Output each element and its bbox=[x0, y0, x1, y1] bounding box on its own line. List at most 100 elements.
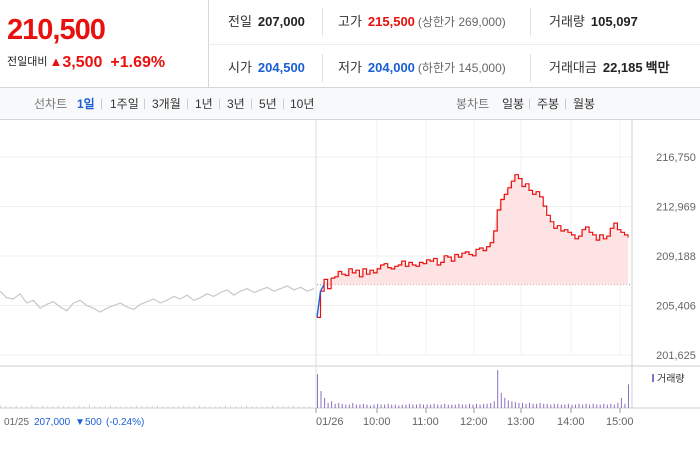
volume-bar bbox=[589, 404, 591, 408]
tab-1year[interactable]: 1년 bbox=[195, 97, 213, 111]
volume-bar bbox=[125, 406, 127, 408]
volume-bar bbox=[78, 405, 80, 408]
volume-bar bbox=[444, 403, 446, 408]
tab-monthly-candle[interactable]: 월봉 bbox=[573, 97, 596, 111]
volume-bar bbox=[525, 403, 527, 408]
volume-bar bbox=[620, 397, 622, 408]
volume-bar bbox=[451, 404, 453, 408]
prev-day-series bbox=[0, 285, 315, 313]
x-tick-label: 13:00 bbox=[507, 416, 535, 428]
volume-bar bbox=[261, 406, 263, 408]
volume-bar bbox=[172, 406, 174, 408]
tab-5year[interactable]: 5년 bbox=[259, 97, 277, 111]
high-value: 215,500 bbox=[367, 14, 415, 29]
y-tick-label: 216,750 bbox=[656, 152, 696, 164]
volume-bar bbox=[359, 404, 361, 408]
chart-lines bbox=[0, 174, 629, 318]
volume-bar bbox=[62, 406, 64, 408]
x-tick-label: 12:00 bbox=[460, 416, 488, 428]
tab-1week[interactable]: 1주일 bbox=[110, 97, 139, 111]
volume-bar bbox=[582, 404, 584, 408]
volume-bar bbox=[599, 404, 601, 408]
volume-bar bbox=[405, 404, 407, 408]
volume-bar bbox=[550, 404, 552, 408]
volume-bar bbox=[394, 404, 396, 408]
volume-bar bbox=[366, 404, 368, 408]
volume-bar bbox=[391, 404, 393, 408]
volume-bar bbox=[317, 374, 318, 408]
volume-bar bbox=[447, 404, 449, 408]
volume-bar bbox=[352, 402, 354, 408]
current-price: 210,500 bbox=[7, 14, 106, 46]
volume-bar bbox=[198, 405, 200, 408]
volume-bar bbox=[430, 404, 432, 408]
x-tick-label: 11:00 bbox=[412, 416, 439, 428]
volume-bar bbox=[490, 402, 492, 408]
volume-bar bbox=[235, 406, 237, 408]
today-area bbox=[317, 174, 628, 285]
volume-bar bbox=[246, 405, 247, 408]
tab-1day[interactable]: 1일 bbox=[77, 97, 95, 111]
tab-3year[interactable]: 3년 bbox=[227, 97, 245, 111]
volume-bar bbox=[193, 406, 195, 408]
volume-bar bbox=[99, 406, 101, 408]
high-cell: 고가 215,500 (상한가 269,000) bbox=[338, 0, 506, 44]
tab-weekly-candle[interactable]: 주봉 bbox=[537, 97, 560, 111]
today-series bbox=[317, 174, 629, 318]
volume-bar bbox=[338, 402, 340, 408]
volume-bar bbox=[345, 404, 347, 408]
volume-bar bbox=[617, 402, 619, 408]
chart-area-fill bbox=[317, 174, 628, 285]
volume-bar bbox=[5, 406, 7, 408]
volume-bar bbox=[507, 400, 509, 408]
volume-bar bbox=[408, 403, 410, 408]
volume-bar bbox=[610, 403, 612, 408]
volume-bar bbox=[373, 404, 375, 408]
tab-10year[interactable]: 10년 bbox=[290, 97, 315, 111]
up-triangle-icon: ▲ bbox=[49, 54, 63, 69]
volume-bar bbox=[522, 402, 523, 408]
volume-bar bbox=[606, 404, 608, 408]
volume-bar bbox=[571, 404, 573, 408]
volume-bar bbox=[553, 403, 555, 408]
volume-bar bbox=[560, 404, 562, 408]
volume-bar bbox=[136, 405, 138, 408]
volume-bar bbox=[578, 403, 580, 408]
volume-bar bbox=[177, 406, 179, 408]
volume-bar bbox=[151, 406, 153, 408]
volume-bar bbox=[567, 403, 569, 408]
volume-bar bbox=[536, 403, 538, 408]
price-change-row: 전일대비 ▲3,500 +1.69% bbox=[7, 53, 165, 72]
open-label: 시가 bbox=[228, 60, 252, 75]
volume-bar bbox=[324, 397, 326, 408]
volume-bar bbox=[52, 406, 54, 408]
volume-bar bbox=[89, 404, 90, 408]
tab-3month[interactable]: 3개월 bbox=[152, 97, 181, 111]
high-label: 고가 bbox=[338, 14, 362, 29]
volume-bar bbox=[331, 401, 333, 408]
volume-label: 거래량 bbox=[549, 14, 585, 29]
volume-bar bbox=[293, 405, 295, 408]
x-tick-label: 10:00 bbox=[363, 416, 391, 428]
volume-bar bbox=[348, 404, 350, 408]
volume-bar bbox=[36, 406, 38, 408]
volume-bar bbox=[370, 405, 371, 408]
trade-amount-value: 22,185 bbox=[602, 60, 643, 75]
volume-bar bbox=[469, 403, 470, 408]
volume-bar bbox=[20, 406, 22, 408]
price-box: 210,500 전일대비 ▲3,500 +1.69% bbox=[0, 0, 209, 88]
prev-day-change-rate: (-0.24%) bbox=[106, 417, 144, 428]
volume-bar bbox=[308, 406, 310, 408]
volume-bar bbox=[0, 405, 1, 408]
tab-daily-candle[interactable]: 일봉 bbox=[502, 97, 525, 111]
prev-day-close: 207,000 bbox=[34, 417, 71, 428]
volume-bar bbox=[613, 404, 615, 408]
volume-bar bbox=[423, 404, 424, 408]
volume-bar bbox=[575, 404, 576, 408]
change-label: 전일대비 bbox=[7, 56, 48, 68]
prev-day-change: 500 bbox=[85, 417, 102, 428]
volume-bar bbox=[57, 405, 59, 408]
volume-bar bbox=[209, 406, 211, 408]
volume-bar bbox=[341, 403, 343, 408]
volume-bar bbox=[500, 392, 502, 408]
